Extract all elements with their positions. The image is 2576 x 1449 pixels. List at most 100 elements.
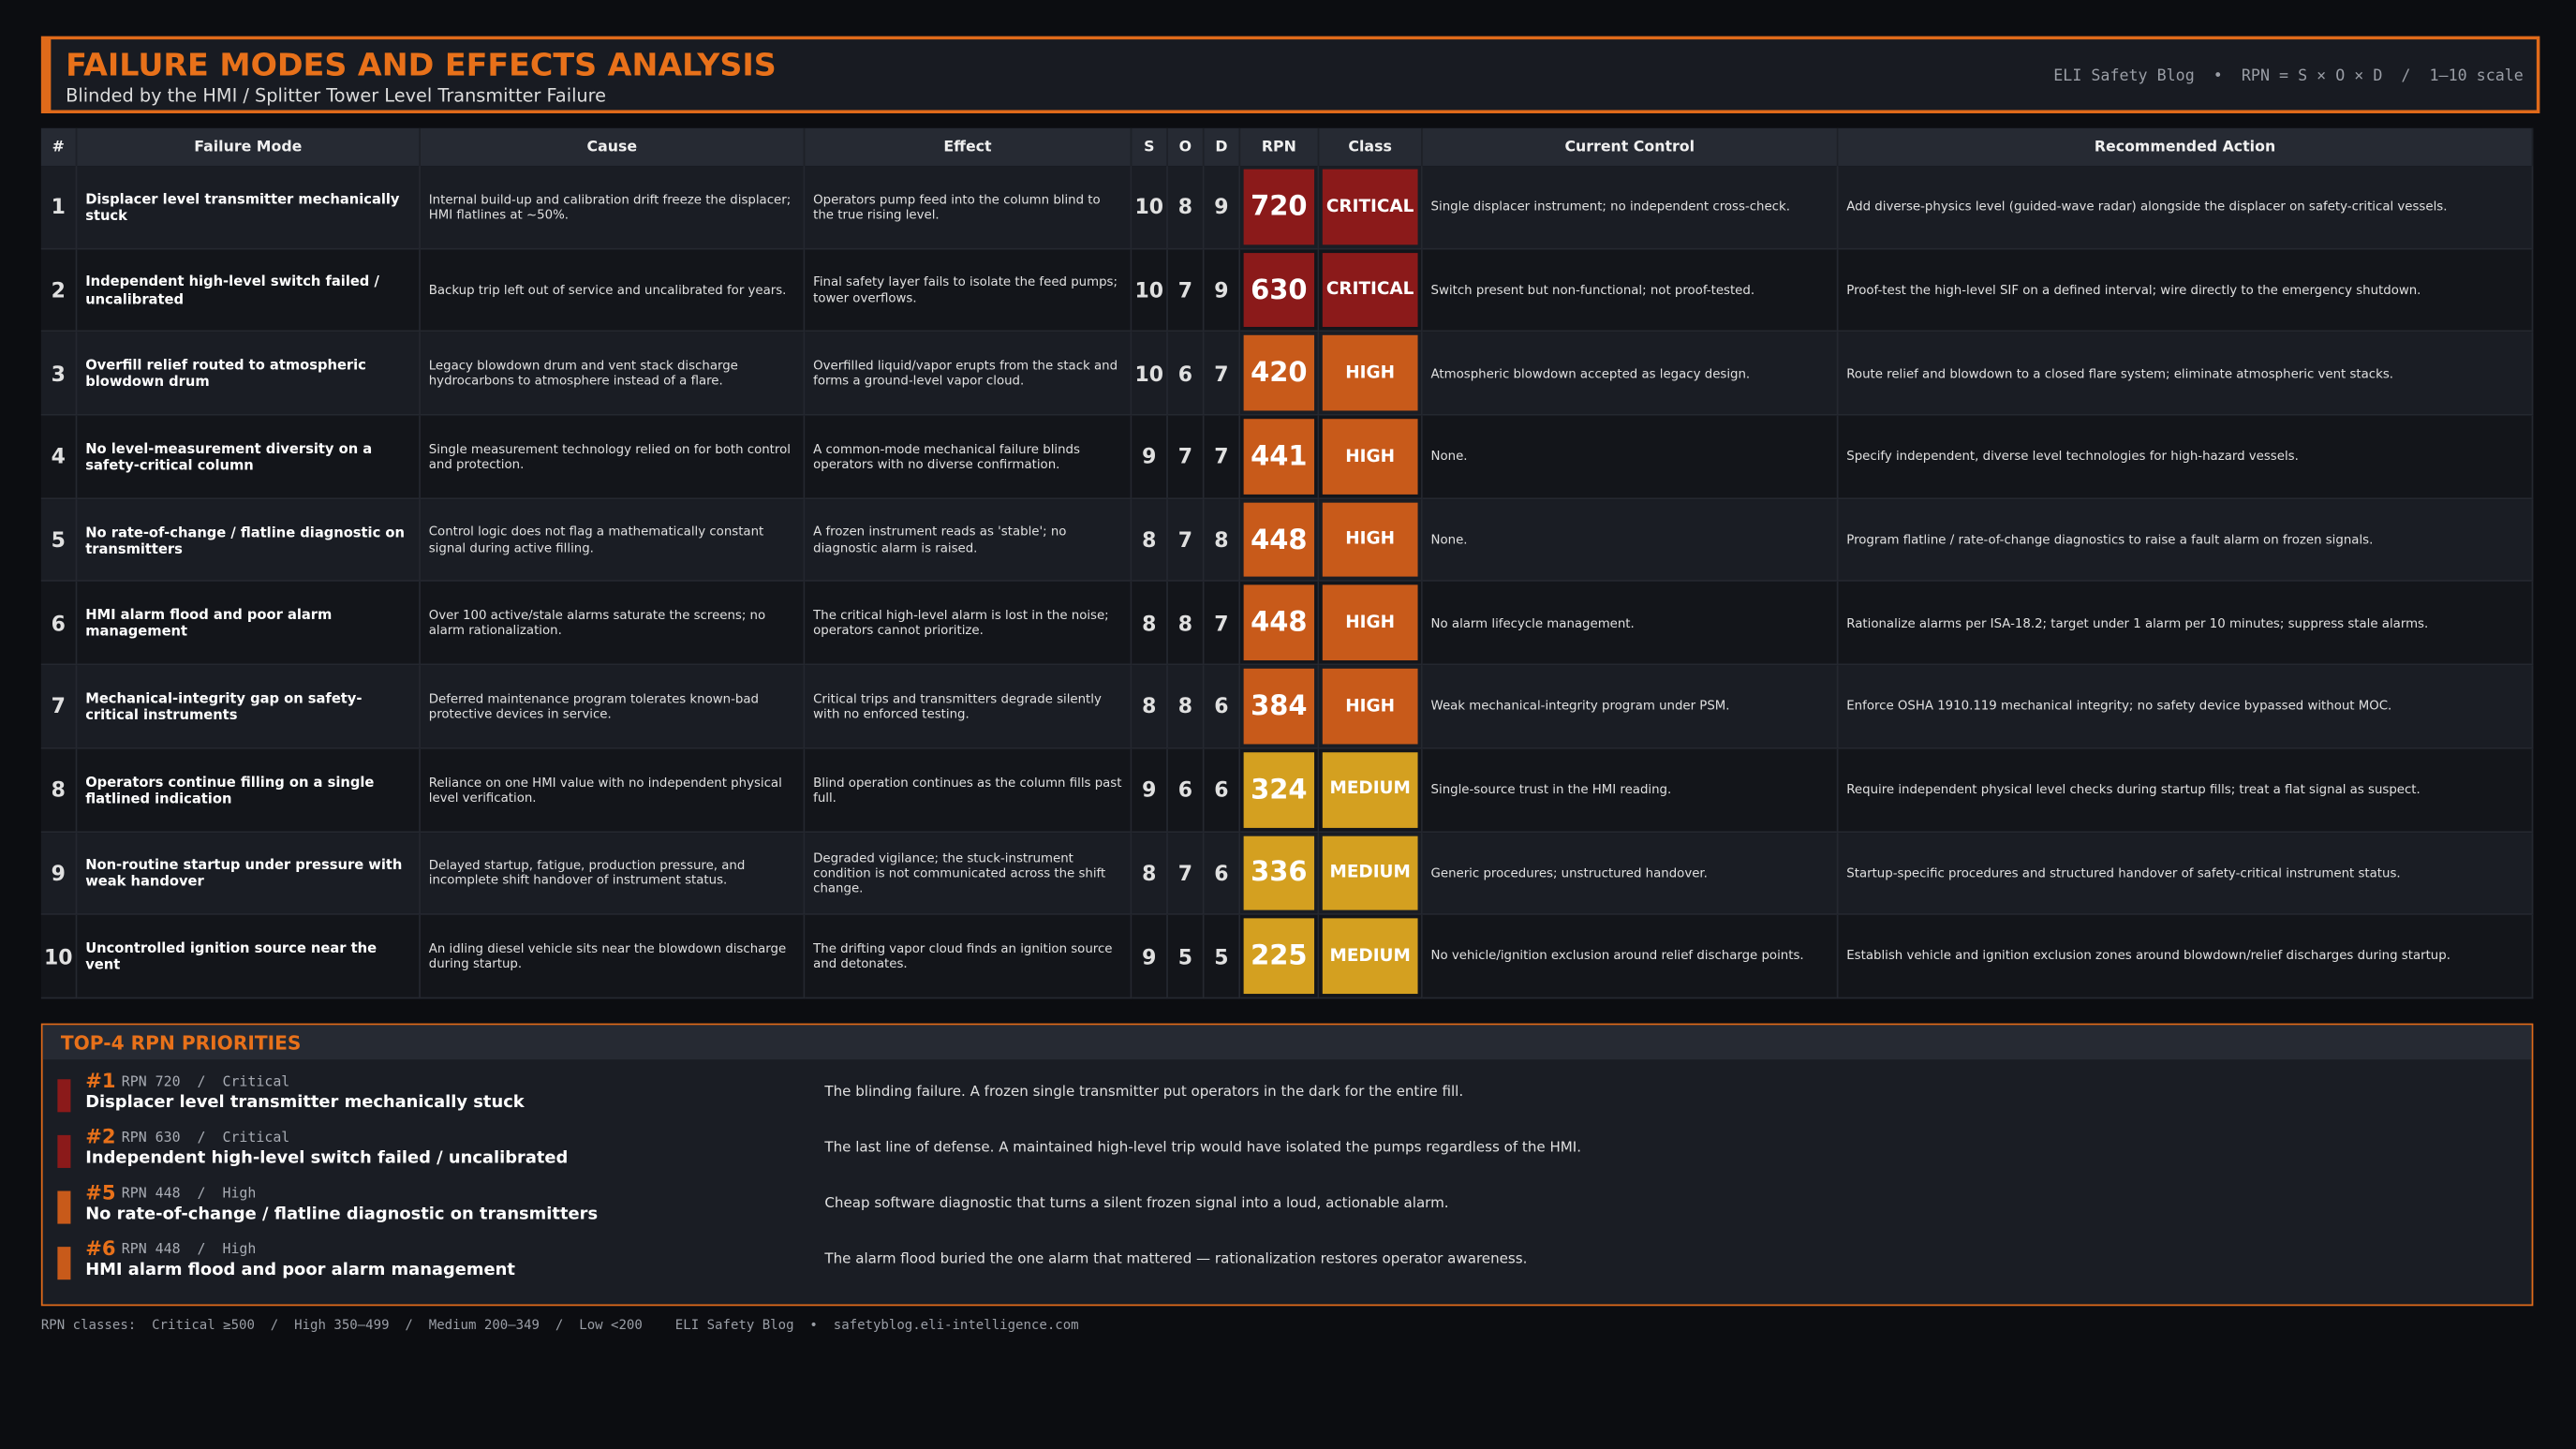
meta: ELI Safety Blog • RPN = S × O × D / 1–10…: [2053, 67, 2524, 86]
column-header: O: [1167, 127, 1205, 167]
footer-classes: RPN classes: Critical ≥500 / High 350–49…: [40, 1317, 643, 1333]
failure-mode: No rate-of-change / flatline diagnostic …: [77, 498, 421, 583]
occurrence: 8: [1167, 582, 1205, 666]
recommended-action: Startup-specific procedures and structur…: [1838, 832, 2534, 916]
recommended-action: Specify independent, diverse level techn…: [1838, 415, 2534, 499]
failure-mode: Operators continue filling on a single f…: [77, 748, 421, 833]
priority-note: The blinding failure. A frozen single tr…: [824, 1084, 1464, 1102]
severity: 8: [1132, 498, 1168, 583]
detection: 7: [1204, 332, 1241, 416]
effect: The critical high-level alarm is lost in…: [805, 582, 1133, 666]
severity: 9: [1132, 415, 1168, 499]
priority-rpn: RPN 448 / High: [121, 1241, 257, 1259]
priority-item: #6 RPN 448 / High HMI alarm flood and poor…: [43, 1237, 2532, 1294]
rpn-cell: 448: [1240, 498, 1320, 583]
detection: 6: [1204, 665, 1241, 749]
detection: 8: [1204, 498, 1241, 583]
cause: Reliance on one HMI value with no indepe…: [420, 748, 806, 833]
class: HIGH: [1322, 419, 1418, 495]
column-header: Effect: [805, 127, 1133, 167]
recommended-action: Proof-test the high-level SIF on a defin…: [1838, 249, 2534, 333]
rpn-cell: 630: [1240, 249, 1320, 333]
rpn-cell: 336: [1240, 832, 1320, 916]
class: HIGH: [1322, 502, 1418, 578]
cause: Control logic does not flag a mathematic…: [420, 498, 806, 583]
subtitle: Blinded by the HMI / Splitter Tower Leve…: [66, 85, 607, 107]
severity: 8: [1132, 582, 1168, 666]
detection: 7: [1204, 415, 1241, 499]
priorities: TOP-4 RPN PRIORITIES #1 RPN 720 / Critica…: [40, 1023, 2534, 1307]
recommended-action: Require independent physical level check…: [1838, 748, 2534, 833]
rpn-cell: 448: [1240, 582, 1320, 666]
class: CRITICAL: [1322, 252, 1418, 328]
priority-note: Cheap software diagnostic that turns a s…: [824, 1195, 1449, 1213]
current-control: Single displacer instrument; no independ…: [1422, 166, 1839, 250]
detection: 6: [1204, 748, 1241, 833]
rpn: 324: [1243, 751, 1315, 828]
occurrence: 8: [1167, 665, 1205, 749]
recommended-action: Program flatline / rate-of-change diagno…: [1838, 498, 2534, 583]
class-cell: HIGH: [1319, 665, 1423, 749]
failure-mode: Uncontrolled ignition source near the ve…: [77, 915, 421, 999]
failure-mode: Independent high-level switch failed / u…: [77, 249, 421, 333]
priority-rank: #1: [85, 1069, 116, 1093]
column-header: Failure Mode: [77, 127, 421, 167]
failure-mode: No level-measurement diversity on a safe…: [77, 415, 421, 499]
priority-bar: [57, 1190, 71, 1224]
current-control: Switch present but non-functional; not p…: [1422, 249, 1839, 333]
cause: Backup trip left out of service and unca…: [420, 249, 806, 333]
priority-rank: #2: [85, 1125, 116, 1148]
row-number: 4: [40, 415, 78, 499]
priority-name: Independent high-level switch failed / u…: [85, 1149, 569, 1168]
rpn: 336: [1243, 835, 1315, 910]
current-control: Generic procedures; unstructured handove…: [1422, 832, 1839, 916]
recommended-action: Enforce OSHA 1910.119 mechanical integri…: [1838, 665, 2534, 749]
class: MEDIUM: [1322, 918, 1418, 994]
severity: 10: [1132, 249, 1168, 333]
effect: A frozen instrument reads as 'stable'; n…: [805, 498, 1133, 583]
class-cell: MEDIUM: [1319, 832, 1423, 916]
recommended-action: Route relief and blowdown to a closed fl…: [1838, 332, 2534, 416]
detection: 7: [1204, 582, 1241, 666]
occurrence: 8: [1167, 166, 1205, 250]
priority-rank: #5: [85, 1180, 116, 1205]
cause: Legacy blowdown drum and vent stack disc…: [420, 332, 806, 416]
column-header: S: [1132, 127, 1168, 167]
detection: 5: [1204, 915, 1241, 999]
severity: 8: [1132, 832, 1168, 916]
detection: 6: [1204, 832, 1241, 916]
row-number: 2: [40, 249, 78, 333]
cause: An idling diesel vehicle sits near the b…: [420, 915, 806, 999]
title: FAILURE MODES AND EFFECTS ANALYSIS: [66, 47, 777, 84]
column-header: Class: [1319, 127, 1423, 167]
rpn: 448: [1243, 502, 1315, 578]
priority-item: #5 RPN 448 / High No rate-of-change / flat…: [43, 1181, 2532, 1237]
rpn-cell: 384: [1240, 665, 1320, 749]
failure-mode: Displacer level transmitter mechanically…: [77, 166, 421, 250]
rpn: 720: [1243, 169, 1315, 244]
row-number: 9: [40, 832, 78, 916]
severity: 8: [1132, 665, 1168, 749]
class-cell: HIGH: [1319, 415, 1423, 499]
class-cell: HIGH: [1319, 498, 1423, 583]
failure-mode: HMI alarm flood and poor alarm managemen…: [77, 582, 421, 666]
priority-rpn: RPN 448 / High: [121, 1186, 257, 1203]
row-number: 1: [40, 166, 78, 250]
class: HIGH: [1322, 585, 1418, 661]
current-control: Atmospheric blowdown accepted as legacy …: [1422, 332, 1839, 416]
severity: 9: [1132, 748, 1168, 833]
cause: Internal build-up and calibration drift …: [420, 166, 806, 250]
detection: 9: [1204, 166, 1241, 250]
rpn-cell: 720: [1240, 166, 1320, 250]
class-cell: HIGH: [1319, 582, 1423, 666]
header: FAILURE MODES AND EFFECTS ANALYSIS Blind…: [40, 36, 2540, 114]
priority-name: No rate-of-change / flatline diagnostic …: [85, 1205, 599, 1224]
class-cell: MEDIUM: [1319, 915, 1423, 999]
priority-bar: [57, 1247, 71, 1280]
column-header: RPN: [1240, 127, 1320, 167]
class-cell: CRITICAL: [1319, 166, 1423, 250]
priority-rank: #6: [85, 1236, 116, 1261]
occurrence: 5: [1167, 915, 1205, 999]
priority-note: The alarm flood buried the one alarm tha…: [824, 1251, 1528, 1268]
